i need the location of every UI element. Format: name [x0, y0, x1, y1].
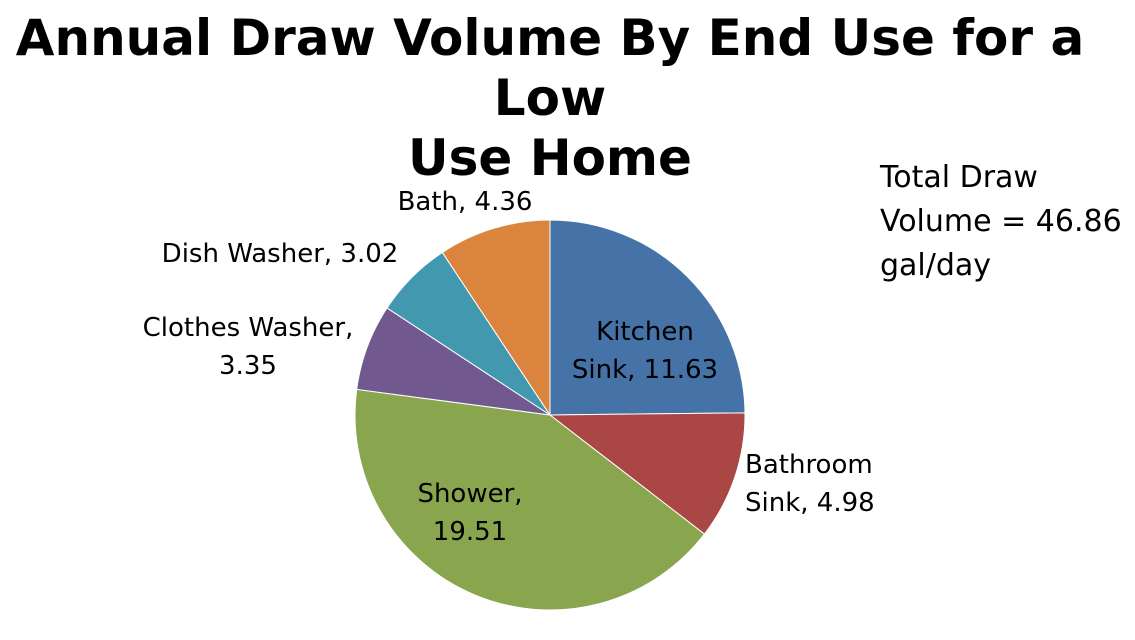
slice-label-line: Clothes Washer, — [143, 313, 354, 343]
slice-label-line: Bathroom — [745, 450, 873, 480]
chart-title: Annual Draw Volume By End Use for a Low … — [0, 8, 1100, 188]
pie-slice-bath — [441, 219, 551, 417]
pie-slice-kitchen-sink — [549, 219, 746, 416]
total-volume-note-line-1: Total Draw — [880, 160, 1038, 195]
slice-label-line: Bath, 4.36 — [398, 187, 533, 217]
chart-title-line-1: Annual Draw Volume By End Use for a Low — [15, 9, 1085, 127]
slice-label-line: 3.35 — [219, 351, 277, 381]
pie-slice-bathroom-sink — [548, 412, 746, 535]
slice-label-line: Sink, 11.63 — [572, 355, 718, 385]
slice-label-line: Shower, — [417, 479, 522, 509]
slice-label-line: 19.51 — [433, 517, 507, 547]
pie-slice-shower — [354, 388, 706, 611]
slice-label-line: Sink, 4.98 — [745, 488, 875, 518]
slice-label-line: Dish Washer, 3.02 — [162, 239, 399, 269]
slice-label-bathroom-sink: Bathroom Sink, 4.98 — [745, 450, 875, 518]
total-volume-note-line-2: Volume = 46.86 — [880, 204, 1122, 239]
slice-label-bath: Bath, 4.36 — [398, 187, 533, 217]
chart-title-line-2: Use Home — [408, 129, 692, 187]
total-volume-note: Total Draw Volume = 46.86 gal/day — [880, 156, 1130, 288]
slice-label-clothes-washer: Clothes Washer, 3.35 — [143, 313, 354, 381]
total-volume-note-line-3: gal/day — [880, 248, 992, 283]
slice-label-kitchen-sink: Kitchen Sink, 11.63 — [572, 317, 718, 385]
slice-label-line: Kitchen — [596, 317, 694, 347]
slice-label-dish-washer: Dish Washer, 3.02 — [162, 239, 399, 269]
slice-label-shower: Shower, 19.51 — [417, 479, 522, 547]
